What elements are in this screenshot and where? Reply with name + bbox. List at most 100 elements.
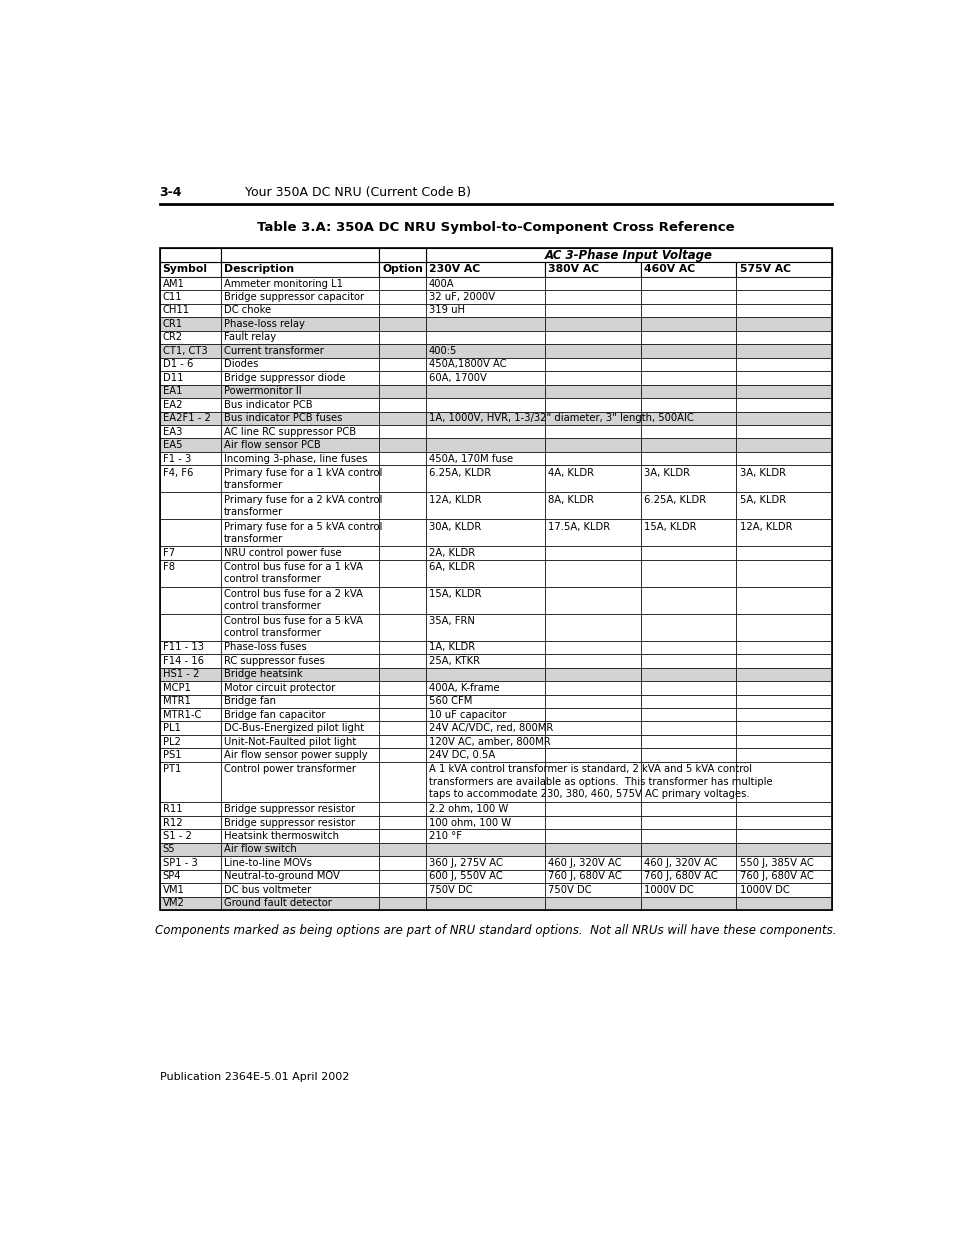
Bar — [544, 721, 640, 735]
Bar — [159, 680, 220, 694]
Text: 750V DC: 750V DC — [428, 885, 472, 895]
Bar — [736, 438, 831, 452]
Bar — [640, 438, 736, 452]
Bar — [425, 668, 544, 680]
Bar — [736, 842, 831, 856]
Text: 760 J, 680V AC: 760 J, 680V AC — [643, 872, 717, 882]
Text: Components marked as being options are part of NRU standard options.  Not all NR: Components marked as being options are p… — [155, 924, 836, 937]
Bar — [544, 668, 640, 680]
Bar — [220, 735, 378, 748]
Text: Primary fuse for a 5 kVA control
transformer: Primary fuse for a 5 kVA control transfo… — [224, 521, 382, 545]
Bar — [378, 708, 425, 721]
Text: Bridge fan capacitor: Bridge fan capacitor — [224, 710, 325, 720]
Bar — [159, 248, 220, 262]
Bar — [640, 262, 736, 277]
Text: 1000V DC: 1000V DC — [739, 885, 788, 895]
Bar — [640, 370, 736, 384]
Bar — [640, 641, 736, 655]
Bar — [378, 735, 425, 748]
Bar — [736, 370, 831, 384]
Bar — [378, 587, 425, 614]
Bar — [378, 331, 425, 345]
Bar — [220, 411, 378, 425]
Bar — [736, 680, 831, 694]
Bar — [640, 803, 736, 816]
Text: 12A, KLDR: 12A, KLDR — [428, 495, 480, 505]
Text: Primary fuse for a 1 kVA control
transformer: Primary fuse for a 1 kVA control transfo… — [224, 468, 382, 490]
Bar — [544, 452, 640, 466]
Bar — [640, 680, 736, 694]
Text: Primary fuse for a 2 kVA control
transformer: Primary fuse for a 2 kVA control transfo… — [224, 495, 382, 517]
Bar — [220, 493, 378, 520]
Bar — [640, 735, 736, 748]
Bar — [220, 897, 378, 910]
Text: 6.25A, KLDR: 6.25A, KLDR — [643, 495, 705, 505]
Bar — [425, 520, 544, 546]
Bar — [736, 735, 831, 748]
Text: EA2F1 - 2: EA2F1 - 2 — [162, 414, 211, 424]
Text: F7: F7 — [162, 548, 174, 558]
Bar — [544, 304, 640, 317]
Bar — [425, 358, 544, 370]
Text: Powermonitor II: Powermonitor II — [224, 387, 301, 396]
Text: EA5: EA5 — [162, 440, 182, 451]
Bar — [544, 331, 640, 345]
Text: 2A, KLDR: 2A, KLDR — [428, 548, 475, 558]
Text: 760 J, 680V AC: 760 J, 680V AC — [739, 872, 813, 882]
Bar — [159, 277, 220, 290]
Bar — [544, 438, 640, 452]
Text: PL2: PL2 — [162, 736, 180, 747]
Text: 12A, KLDR: 12A, KLDR — [739, 521, 791, 531]
Bar — [159, 331, 220, 345]
Bar — [544, 883, 640, 897]
Bar — [544, 829, 640, 842]
Text: 460 J, 320V AC: 460 J, 320V AC — [547, 858, 621, 868]
Bar — [425, 829, 544, 842]
Bar — [159, 614, 220, 641]
Bar — [425, 883, 544, 897]
Text: 24V DC, 0.5A: 24V DC, 0.5A — [428, 750, 495, 761]
Bar — [425, 466, 544, 493]
Text: PT1: PT1 — [162, 764, 181, 774]
Bar — [736, 290, 831, 304]
Bar — [378, 370, 425, 384]
Bar — [640, 897, 736, 910]
Bar — [425, 248, 831, 262]
Bar — [159, 883, 220, 897]
Text: 30A, KLDR: 30A, KLDR — [428, 521, 480, 531]
Text: Bridge fan: Bridge fan — [224, 697, 275, 706]
Bar — [378, 262, 425, 277]
Bar — [378, 452, 425, 466]
Bar — [736, 425, 831, 438]
Bar — [159, 520, 220, 546]
Bar — [736, 317, 831, 331]
Bar — [425, 856, 544, 869]
Bar — [378, 668, 425, 680]
Bar — [159, 546, 220, 559]
Bar — [425, 680, 544, 694]
Bar — [425, 277, 544, 290]
Text: 319 uH: 319 uH — [428, 305, 464, 315]
Bar — [544, 559, 640, 587]
Bar — [736, 869, 831, 883]
Bar — [544, 277, 640, 290]
Bar — [159, 708, 220, 721]
Bar — [378, 290, 425, 304]
Bar — [159, 466, 220, 493]
Bar — [544, 748, 640, 762]
Text: C11: C11 — [162, 291, 182, 303]
Bar — [544, 816, 640, 829]
Text: 230V AC: 230V AC — [428, 264, 479, 274]
Bar — [425, 708, 544, 721]
Bar — [736, 398, 831, 411]
Text: 360 J, 275V AC: 360 J, 275V AC — [428, 858, 502, 868]
Text: Ammeter monitoring L1: Ammeter monitoring L1 — [224, 279, 342, 289]
Bar — [544, 587, 640, 614]
Bar — [220, 262, 378, 277]
Bar — [425, 559, 544, 587]
Bar — [159, 493, 220, 520]
Bar — [544, 856, 640, 869]
Text: Control bus fuse for a 2 kVA
control transformer: Control bus fuse for a 2 kVA control tra… — [224, 589, 362, 611]
Text: S1 - 2: S1 - 2 — [162, 831, 192, 841]
Bar — [736, 345, 831, 358]
